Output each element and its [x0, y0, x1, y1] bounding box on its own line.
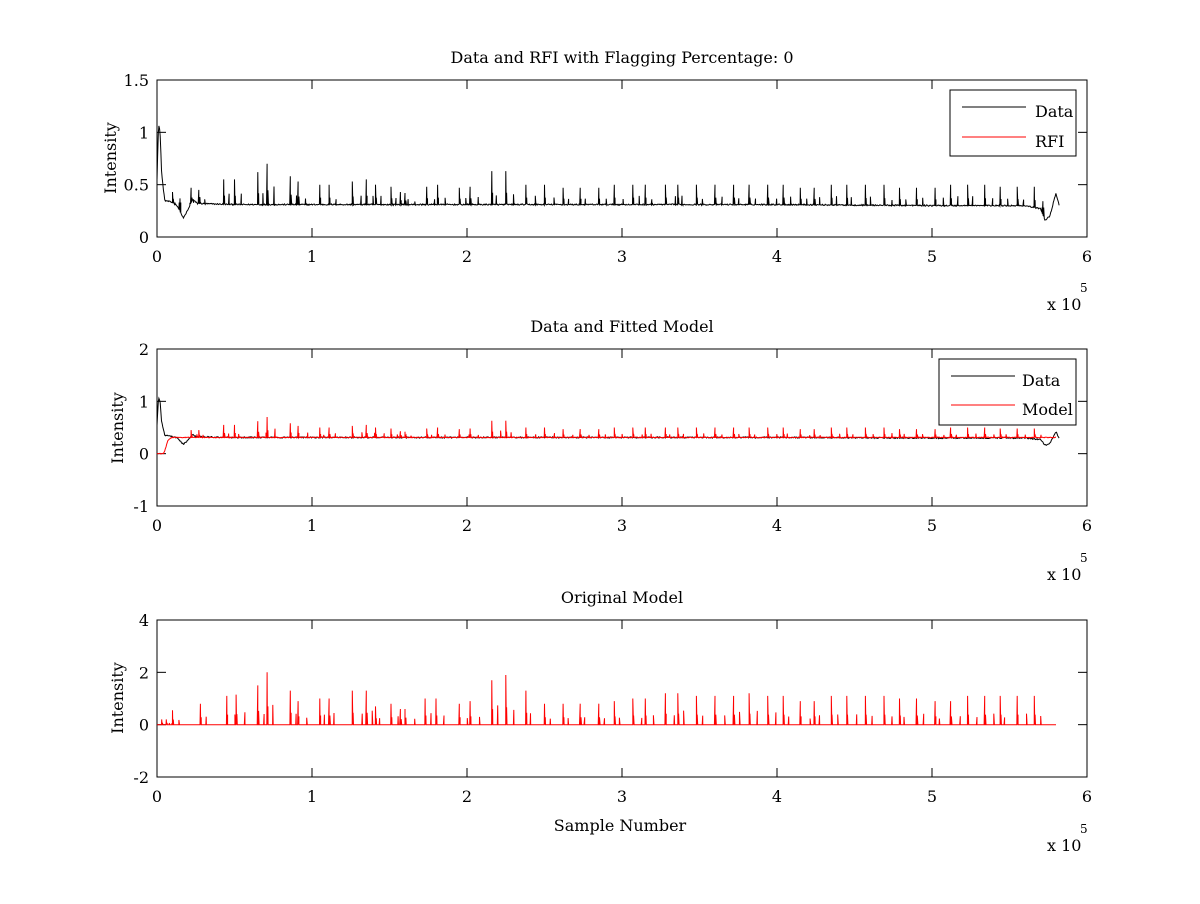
panel-1: Data and RFI with Flagging Percentage: 0… — [101, 48, 1092, 314]
panel-1-title: Data and RFI with Flagging Percentage: 0 — [450, 48, 793, 67]
panel-3-x-tick-label: 3 — [617, 787, 627, 806]
panel-1-x-tick-label: 6 — [1082, 247, 1092, 266]
panel-3-x-tick-label: 4 — [772, 787, 782, 806]
panel-1-ticks: 0 1 2 3 4 5 6 0 0.5 1 1.5 — [124, 71, 1093, 266]
panel-2-x-tick-label: 0 — [152, 516, 162, 535]
panel-1-x-multiplier: x 10 — [1047, 295, 1081, 314]
panel-3-x-tick-label: 0 — [152, 787, 162, 806]
panel-1-axes-box — [156, 79, 1088, 238]
panel-1-legend-rfi-label: RFI — [1035, 132, 1064, 151]
panel-2-y-tick-label: 0 — [139, 445, 149, 464]
panel-1-legend-box — [949, 89, 1077, 157]
panel-3-x-exponent: 5 — [1080, 822, 1088, 836]
panel-2-y-tick-label: 2 — [139, 340, 149, 359]
panel-3-x-tick-label: 1 — [307, 787, 317, 806]
panel-1-x-tick-label: 4 — [772, 247, 782, 266]
panel-3-y-tick-label: 4 — [139, 611, 149, 630]
panel-3-axes-box — [156, 619, 1088, 778]
panel-1-legend: Data RFI — [949, 89, 1077, 157]
panel-1-y-tick-label: 0.5 — [124, 176, 149, 195]
panel-2-legend-box — [938, 358, 1077, 426]
panel-2-y-tick-label: -1 — [133, 497, 149, 516]
panel-2-x-tick-label: 3 — [617, 516, 627, 535]
panel-1-x-exponent: 5 — [1080, 281, 1088, 295]
panel-1-series — [156, 125, 1060, 221]
panel-2-x-tick-label: 6 — [1082, 516, 1092, 535]
panel-1-series-data-line — [156, 125, 1060, 221]
panel-2-y-tick-label: 1 — [139, 392, 149, 411]
panel-2-series-model-line — [156, 416, 1057, 455]
panel-2-axes-box — [156, 348, 1088, 507]
panel-1-x-tick-label: 0 — [152, 247, 162, 266]
panel-2-x-exponent: 5 — [1080, 551, 1088, 565]
panel-2-legend-model-label: Model — [1022, 400, 1073, 419]
panel-2-x-multiplier: x 10 — [1047, 565, 1081, 584]
panel-2-legend: Data Model — [938, 358, 1077, 426]
panel-3-x-tick-label: 5 — [927, 787, 937, 806]
panel-1-x-tick-label: 3 — [617, 247, 627, 266]
panel-2: Data and Fitted Model Intensity 0 1 2 3 4 5 6 -… — [108, 317, 1092, 584]
panel-1-x-tick-label: 2 — [462, 247, 472, 266]
panel-1-x-tick-label: 1 — [307, 247, 317, 266]
panel-2-series — [156, 396, 1060, 455]
panel-3: Original Model Intensity Sample Number 0… — [108, 588, 1092, 855]
panel-2-x-tick-label: 5 — [927, 516, 937, 535]
panel-1-y-tick-label: 1.5 — [124, 71, 149, 90]
panel-3-x-tick-label: 2 — [462, 787, 472, 806]
panel-2-legend-data-label: Data — [1022, 371, 1061, 390]
panel-2-x-tick-label: 2 — [462, 516, 472, 535]
panel-2-x-tick-label: 4 — [772, 516, 782, 535]
panel-3-y-tick-label: 0 — [139, 716, 149, 735]
panel-3-series — [157, 672, 1056, 726]
panel-3-x-tick-label: 6 — [1082, 787, 1092, 806]
panel-2-ylabel: Intensity — [108, 392, 127, 464]
panel-3-title: Original Model — [561, 588, 683, 607]
panel-3-y-tick-label: 2 — [139, 663, 149, 682]
panel-3-ylabel: Intensity — [108, 662, 127, 734]
panel-2-x-tick-label: 1 — [307, 516, 317, 535]
panel-3-x-multiplier: x 10 — [1047, 836, 1081, 855]
panel-3-y-tick-label: -2 — [133, 768, 149, 787]
panel-3-xlabel: Sample Number — [554, 816, 687, 835]
panel-1-y-tick-label: 1 — [139, 123, 149, 142]
panel-1-y-tick-label: 0 — [139, 228, 149, 247]
panel-1-x-tick-label: 5 — [927, 247, 937, 266]
panel-1-ylabel: Intensity — [101, 122, 120, 194]
panel-3-series-model-line — [157, 672, 1056, 726]
panel-1-legend-data-label: Data — [1035, 102, 1074, 121]
panel-2-title: Data and Fitted Model — [530, 317, 713, 336]
